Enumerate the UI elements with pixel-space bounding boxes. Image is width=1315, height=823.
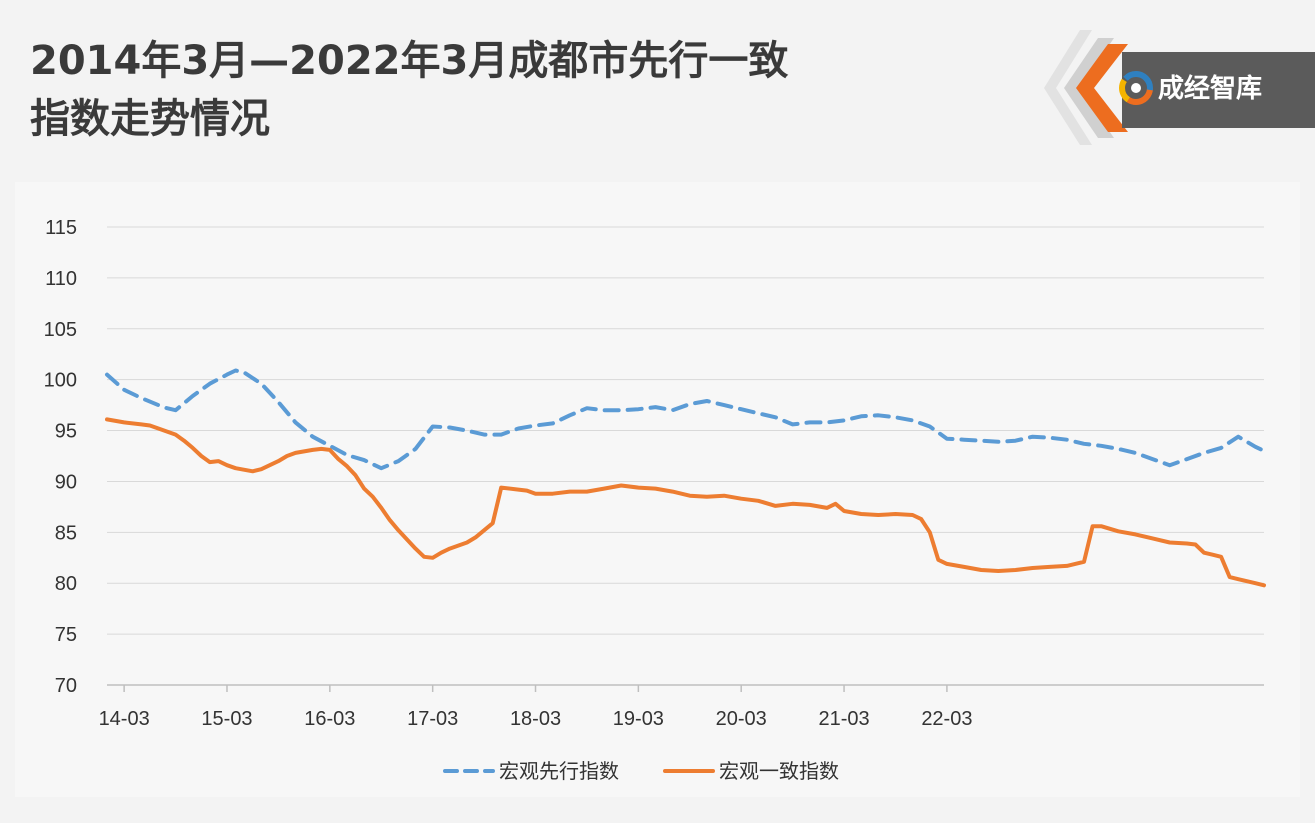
y-tick-label: 95: [55, 421, 77, 443]
y-tick-label: 85: [55, 522, 77, 544]
y-tick-label: 80: [55, 573, 77, 595]
legend-label: 宏观先行指数: [499, 760, 619, 783]
x-tick-label: 17-03: [407, 708, 458, 730]
y-tick-label: 75: [55, 624, 77, 646]
y-tick-label: 115: [45, 217, 77, 239]
x-tick-label: 20-03: [716, 708, 767, 730]
x-tick-label: 19-03: [613, 708, 664, 730]
series-line-coincident-index: [105, 417, 1266, 588]
brand-logo: 成经智库: [1040, 30, 1315, 145]
x-axis-tick-labels: 14-03 15-03 16-03 17-03 18-03 19-03 20-03 21-03…: [99, 708, 973, 730]
logo-chevron-decoration: [1044, 30, 1128, 145]
y-tick-label: 100: [44, 370, 77, 392]
y-tick-label: 90: [55, 471, 77, 493]
y-axis-tick-labels: 70 75 80 85 90 95 100 105 110 115: [44, 217, 77, 697]
grid-lines: [107, 226, 1264, 635]
y-tick-label: 110: [45, 268, 77, 290]
swirl-logo-icon: [1119, 71, 1153, 105]
logo-text: 成经智库: [1158, 74, 1263, 104]
y-tick-label: 70: [55, 675, 77, 697]
chart-title-line-2: 指数走势情况: [30, 96, 270, 142]
x-tick-label: 21-03: [818, 708, 869, 730]
x-axis: [107, 684, 1264, 692]
series-lines: [105, 368, 1266, 588]
legend-label: 宏观一致指数: [719, 760, 839, 783]
logo-background: [1122, 52, 1315, 128]
series-line-leading-index: [105, 368, 1266, 471]
x-tick-label: 14-03: [99, 708, 150, 730]
x-tick-label: 15-03: [201, 708, 252, 730]
legend: 宏观先行指数 宏观一致指数: [443, 760, 839, 783]
chart-title: 2014年3月—2022年3月成都市先行一致 指数走势情况: [30, 32, 1030, 148]
x-tick-label: 22-03: [921, 708, 972, 730]
x-tick-label: 16-03: [304, 708, 355, 730]
chart-title-line-1: 2014年3月—2022年3月成都市先行一致: [30, 38, 789, 84]
y-tick-label: 105: [44, 319, 77, 341]
x-tick-label: 18-03: [510, 708, 561, 730]
